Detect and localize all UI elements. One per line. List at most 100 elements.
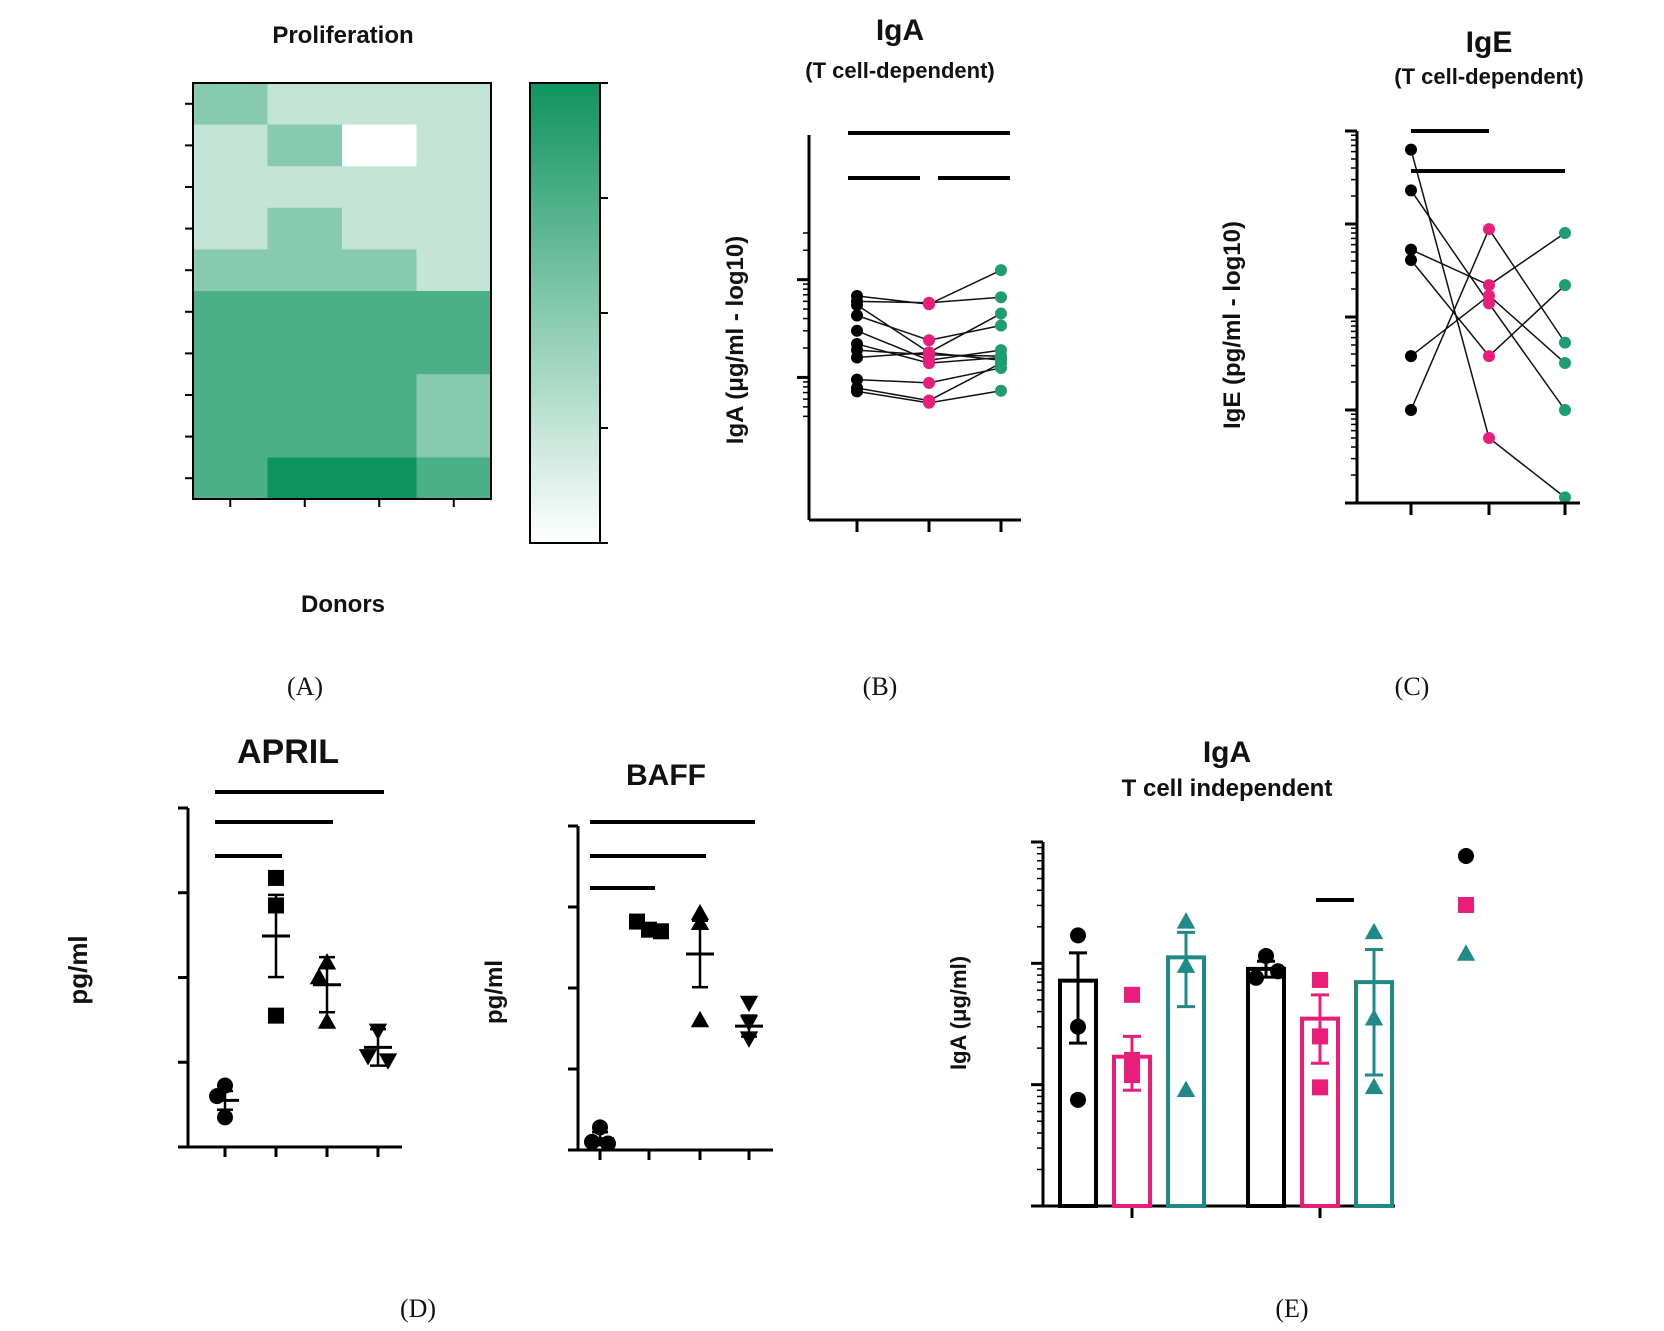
- data-point: [358, 1049, 378, 1066]
- data-point: [378, 1053, 398, 1070]
- heatmap-colorbar: [529, 82, 601, 544]
- iga-td-panel: IgA (T cell-dependent) IgA (μg/ml - log1…: [722, 14, 1021, 532]
- heatmap-cell: [193, 124, 268, 167]
- bar: [1246, 966, 1286, 1209]
- data-point: [1364, 1009, 1384, 1026]
- panel-label-c: (C): [1395, 672, 1430, 701]
- heatmap-cell: [267, 207, 343, 250]
- data-point: [1070, 927, 1086, 944]
- data-point: [739, 995, 759, 1013]
- data-point: [653, 923, 669, 940]
- data-point: [1124, 1051, 1140, 1068]
- heatmap-cell: [193, 332, 268, 375]
- data-point: [923, 346, 935, 359]
- data-point: [1483, 431, 1495, 444]
- data-point: [1405, 184, 1417, 197]
- heatmap-cell: [416, 207, 492, 250]
- data-point: [1483, 279, 1495, 292]
- baff-panel: BAFF pg/ml: [481, 759, 773, 1160]
- ige-td-subtitle: (T cell-dependent): [1394, 64, 1583, 89]
- iga-td-ylabel: IgA (μg/ml - log10): [722, 236, 749, 444]
- baff-ylabel: pg/ml: [481, 960, 508, 1024]
- data-point: [690, 903, 710, 921]
- april-title: APRIL: [237, 733, 339, 771]
- data-point: [1364, 922, 1384, 940]
- data-point: [995, 319, 1007, 332]
- data-point: [995, 357, 1007, 370]
- pair-line: [1410, 227, 1566, 411]
- heatmap-cell: [267, 332, 343, 375]
- data-point: [1559, 336, 1571, 349]
- data-point: [1405, 243, 1417, 256]
- heatmap-cell: [267, 457, 343, 500]
- data-point: [1312, 1079, 1328, 1096]
- data-point: [923, 334, 935, 347]
- heatmap-cell: [416, 415, 492, 458]
- data-point: [1559, 404, 1571, 416]
- heatmap-cell: [342, 332, 417, 375]
- ige-td-ylabel: IgE (pg/ml - log10): [1219, 221, 1246, 429]
- iga-td-title: IgA: [876, 14, 924, 47]
- data-point: [1559, 227, 1571, 240]
- data-point: [995, 384, 1007, 397]
- heatmap-cell: [416, 457, 492, 500]
- data-point: [1405, 254, 1417, 267]
- heatmap-cell: [193, 249, 268, 292]
- data-point: [1124, 986, 1140, 1003]
- data-point: [1270, 963, 1286, 980]
- heatmap-cell: [267, 83, 343, 126]
- heatmap-cell: [267, 415, 343, 458]
- data-point: [1559, 491, 1571, 504]
- heatmap-panel: Proliferation Donors: [185, 22, 608, 618]
- heatmap-cell: [416, 291, 492, 334]
- heatmap-cell: [267, 291, 343, 334]
- data-point: [1483, 289, 1495, 302]
- heatmap-cell: [342, 291, 417, 334]
- heatmap-cell: [342, 207, 417, 250]
- legend-marker: [1456, 944, 1476, 961]
- baff-title: BAFF: [626, 759, 706, 792]
- heatmap-cell: [267, 249, 343, 292]
- data-point: [1248, 969, 1264, 986]
- data-point: [995, 307, 1007, 320]
- data-point: [268, 869, 284, 886]
- heatmap-cell: [416, 124, 492, 167]
- panel-label-b: (B): [863, 672, 898, 701]
- iga-ti-title: IgA: [1203, 736, 1251, 769]
- heatmap-cell: [342, 166, 417, 209]
- iga-td-subtitle: (T cell-dependent): [805, 58, 994, 83]
- data-point: [851, 324, 863, 337]
- legend-marker: [1458, 848, 1474, 864]
- data-point: [1364, 1077, 1384, 1095]
- heatmap-cell: [342, 249, 417, 292]
- data-point: [1176, 912, 1196, 929]
- heatmap-cell: [342, 457, 417, 500]
- heatmap-cell: [342, 374, 417, 417]
- heatmap-frame: [192, 82, 492, 500]
- data-point: [923, 396, 935, 409]
- iga-ti-panel: IgA T cell independent IgA (μg/ml): [946, 736, 1476, 1218]
- data-point: [1176, 1080, 1196, 1098]
- ige-td-title: IgE: [1466, 26, 1513, 59]
- iga-ti-ylabel: IgA (μg/ml): [946, 956, 971, 1070]
- data-point: [1176, 956, 1196, 973]
- data-point: [1559, 357, 1571, 370]
- april-ylabel: pg/ml: [63, 935, 93, 1004]
- data-point: [1070, 1018, 1086, 1035]
- data-point: [268, 1007, 284, 1024]
- data-point: [317, 1012, 337, 1029]
- data-point: [1559, 279, 1571, 292]
- heatmap-cell: [342, 415, 417, 458]
- data-point: [217, 1109, 233, 1126]
- heatmap-cell: [193, 374, 268, 417]
- data-point: [923, 357, 935, 370]
- data-point: [1124, 1067, 1140, 1084]
- data-point: [995, 291, 1007, 304]
- heatmap-cell: [193, 83, 268, 126]
- heatmap-cell: [416, 249, 492, 292]
- data-point: [851, 299, 863, 312]
- data-point: [923, 376, 935, 389]
- heatmap-xlabel: Donors: [301, 591, 385, 618]
- data-point: [1312, 971, 1328, 988]
- panel-label-e: (E): [1275, 1294, 1308, 1323]
